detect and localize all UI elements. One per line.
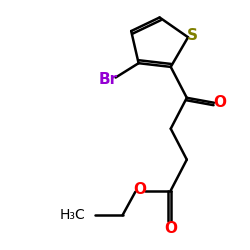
Text: O: O [133, 182, 146, 197]
Text: H₃C: H₃C [60, 208, 86, 222]
Text: O: O [213, 95, 226, 110]
Text: S: S [187, 28, 198, 44]
Text: O: O [164, 221, 177, 236]
Text: Br: Br [98, 72, 117, 87]
